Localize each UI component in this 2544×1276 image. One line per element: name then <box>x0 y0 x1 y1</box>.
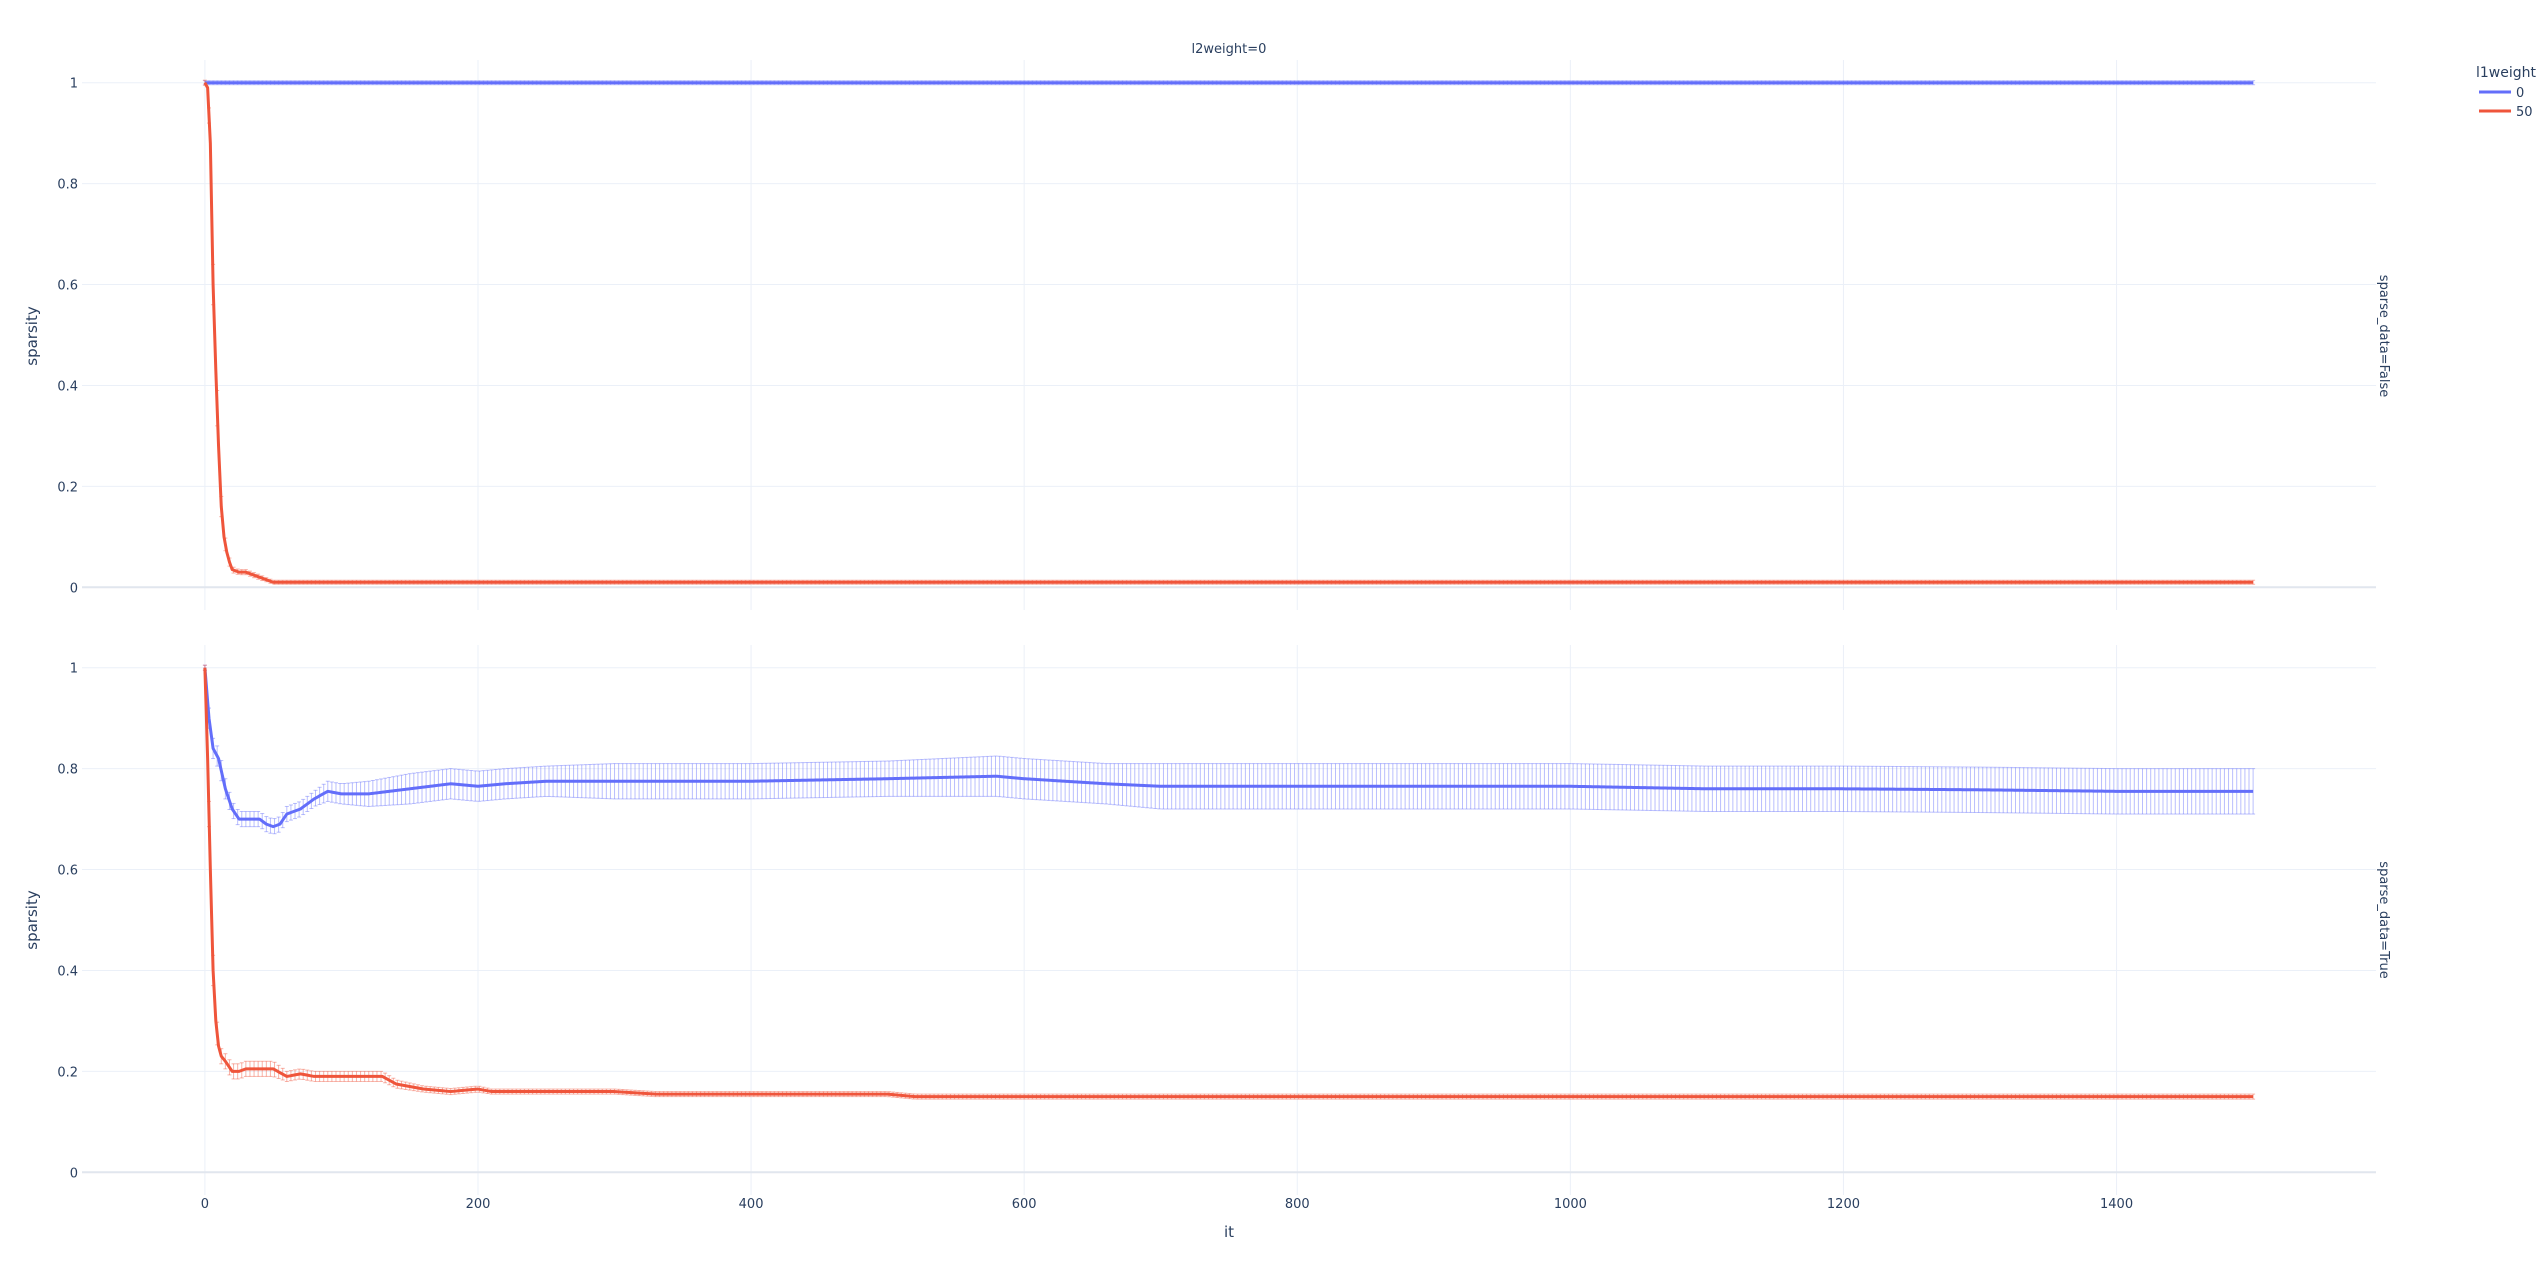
series-line <box>203 81 2254 584</box>
grid-bottom <box>82 645 2376 1195</box>
error-bars <box>202 79 2256 585</box>
series-50-panel-1 <box>202 664 2256 1100</box>
error-bars <box>202 664 2256 835</box>
grid-top <box>82 60 2376 610</box>
series-line <box>203 667 2254 829</box>
series-0-panel-1 <box>202 664 2256 835</box>
panel-bottom-marks <box>202 664 2256 1100</box>
panel-grids <box>82 60 2376 1195</box>
series-0-panel-0 <box>202 80 2256 86</box>
series-50-panel-0 <box>202 79 2256 585</box>
error-bars <box>202 664 2256 1100</box>
panel-top-marks <box>202 79 2256 585</box>
